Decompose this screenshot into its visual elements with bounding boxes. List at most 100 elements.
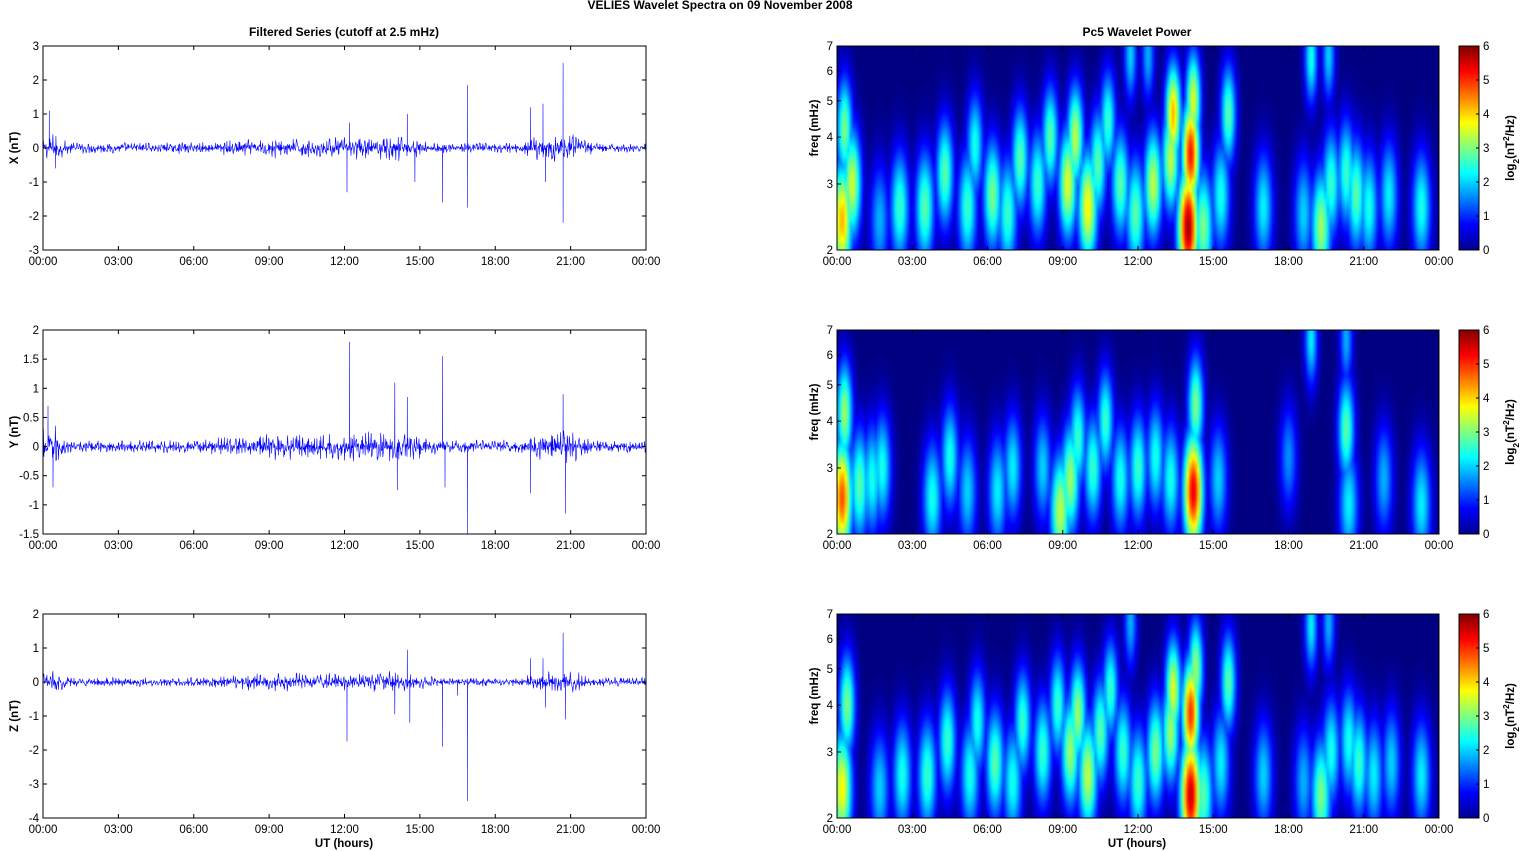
x-series-trace — [42, 62, 647, 223]
y-wavelet-xtick-label: 00:00 — [1425, 540, 1454, 552]
x-series-ytick-label: 0 — [33, 143, 39, 155]
x-wavelet-xtick-label: 00:00 — [823, 256, 852, 268]
y-wavelet-ytick-label: 7 — [827, 325, 833, 337]
y-wavelet-colorbar-tick-label: 1 — [1483, 495, 1489, 507]
x-wavelet-ytick-label: 6 — [827, 66, 833, 78]
x-wavelet-colorbar-tick-label: 1 — [1483, 211, 1489, 223]
y-wavelet-colorbar-tick-label: 2 — [1483, 461, 1489, 473]
y-wavelet-colorbar — [1459, 330, 1479, 534]
x-wavelet-ytick-label: 5 — [827, 96, 833, 108]
y-wavelet-power-panel: 2 3 4 5 6 7 00:00 03:00 06:00 09:00 12:00 15:00 18:0… — [809, 325, 1521, 552]
y-series-ytick-label: -1 — [29, 500, 39, 512]
x-series-xtick-label: 00:00 — [632, 256, 661, 268]
z-series-ytick-label: -1 — [29, 711, 39, 723]
left-x-axis-label: UT (hours) — [315, 838, 373, 850]
z-series-xtick-label: 15:00 — [405, 824, 434, 836]
y-wavelet-colorbar-tick-label: 3 — [1483, 427, 1489, 439]
y-series-ylabel: Y (nT) — [9, 416, 21, 449]
y-series-ytick-label: 0 — [33, 442, 39, 454]
z-filtered-series-panel: -4 -3 -2 -1 0 1 2 00:00 03:00 06:00 09:00 12:00 15:0… — [9, 609, 660, 836]
z-wavelet-xtick-label: 12:00 — [1124, 824, 1153, 836]
y-series-xtick-label: 15:00 — [405, 540, 434, 552]
z-wavelet-xtick-label: 06:00 — [973, 824, 1002, 836]
x-wavelet-colorbar-tick-label: 5 — [1483, 75, 1489, 87]
z-wavelet-colorbar — [1459, 614, 1479, 818]
y-wavelet-xtick-label: 12:00 — [1124, 540, 1153, 552]
y-wavelet-colorbar-tick-label: 5 — [1483, 359, 1489, 371]
x-series-ytick-label: -1 — [29, 177, 39, 189]
z-wavelet-colorbar-tick-label: 2 — [1483, 745, 1489, 757]
x-series-xtick-label: 18:00 — [481, 256, 510, 268]
z-series-plot-area — [43, 614, 646, 818]
y-wavelet-colorbar-tick-label: 6 — [1483, 325, 1489, 337]
y-series-xtick-label: 00:00 — [632, 540, 661, 552]
z-wavelet-ytick-label: 5 — [827, 664, 833, 676]
z-series-xtick-label: 12:00 — [330, 824, 359, 836]
y-series-xtick-label: 09:00 — [255, 540, 284, 552]
y-series-xtick-label: 06:00 — [179, 540, 208, 552]
z-series-xtick-label: 06:00 — [179, 824, 208, 836]
z-series-ytick-label: -3 — [29, 779, 39, 791]
left-column-title: Filtered Series (cutoff at 2.5 mHz) — [249, 25, 439, 39]
y-wavelet-xtick-label: 15:00 — [1199, 540, 1228, 552]
x-wavelet-power-panel: 2 3 4 5 6 7 00:00 03:00 06:00 09:00 12:00 15:00 18:0… — [809, 41, 1521, 268]
x-series-xtick-label: 09:00 — [255, 256, 284, 268]
x-series-xtick-label: 21:00 — [556, 256, 585, 268]
x-wavelet-xtick-label: 12:00 — [1124, 256, 1153, 268]
y-series-xtick-label: 03:00 — [104, 540, 133, 552]
x-wavelet-xtick-label: 09:00 — [1048, 256, 1077, 268]
x-wavelet-xtick-label: 03:00 — [898, 256, 927, 268]
z-series-xtick-label: 00:00 — [632, 824, 661, 836]
x-series-xtick-label: 12:00 — [330, 256, 359, 268]
y-series-trace — [42, 341, 647, 535]
x-series-xtick-label: 00:00 — [29, 256, 58, 268]
y-series-ytick-label: 1 — [33, 383, 39, 395]
z-series-ytick-label: 1 — [33, 643, 39, 655]
x-wavelet-colorbar-tick-label: 6 — [1483, 41, 1489, 53]
z-wavelet-ylabel: freq (mHz) — [809, 667, 821, 724]
z-series-ytick-label: 2 — [33, 609, 39, 621]
x-wavelet-xtick-label: 15:00 — [1199, 256, 1228, 268]
y-series-xtick-label: 12:00 — [330, 540, 359, 552]
x-series-ytick-label: 1 — [33, 109, 39, 121]
z-wavelet-power-panel: 2 3 4 5 6 7 00:00 03:00 06:00 09:00 12:00 15:00 18:0… — [809, 609, 1521, 836]
y-wavelet-ytick-label: 4 — [827, 416, 834, 428]
x-wavelet-xtick-label: 06:00 — [973, 256, 1002, 268]
z-series-ytick-label: -4 — [29, 813, 40, 825]
figure-title: VELIES Wavelet Spectra on 09 November 20… — [587, 0, 852, 12]
y-wavelet-ylabel: freq (mHz) — [809, 383, 821, 440]
x-series-ytick-label: -2 — [29, 211, 39, 223]
x-series-xtick-label: 03:00 — [104, 256, 133, 268]
y-wavelet-xtick-label: 21:00 — [1349, 540, 1378, 552]
y-wavelet-ytick-label: 2 — [827, 529, 833, 541]
z-wavelet-colorbar-tick-label: 4 — [1483, 677, 1490, 689]
z-wavelet-colorbar-tick-label: 6 — [1483, 609, 1489, 621]
x-wavelet-ytick-label: 2 — [827, 245, 833, 257]
x-series-ytick-label: -3 — [29, 245, 39, 257]
y-wavelet-xtick-label: 06:00 — [973, 540, 1002, 552]
x-wavelet-ytick-label: 7 — [827, 41, 833, 53]
y-wavelet-ytick-label: 6 — [827, 350, 833, 362]
x-wavelet-ytick-label: 4 — [827, 132, 834, 144]
x-wavelet-colorbar-tick-label: 2 — [1483, 177, 1489, 189]
z-wavelet-xtick-label: 03:00 — [898, 824, 927, 836]
y-series-xtick-label: 18:00 — [481, 540, 510, 552]
z-series-xtick-label: 03:00 — [104, 824, 133, 836]
y-series-ytick-label: -1.5 — [19, 529, 39, 541]
y-wavelet-power-image — [837, 330, 1439, 534]
z-wavelet-xtick-label: 00:00 — [823, 824, 852, 836]
y-wavelet-colorbar-tick-label: 0 — [1483, 529, 1489, 541]
z-wavelet-xtick-label: 09:00 — [1048, 824, 1077, 836]
z-series-ylabel: Z (nT) — [9, 700, 21, 732]
y-filtered-series-panel: -1.5 -1 -0.5 0 0.5 1 1.5 2 00:00 03:00 06:00 09:00 1… — [9, 325, 660, 552]
z-wavelet-colorbar-tick-label: 3 — [1483, 711, 1489, 723]
y-wavelet-colorbar-label: log2(nT2/Hz) — [1501, 399, 1521, 465]
y-series-ytick-label: 1.5 — [23, 354, 39, 366]
z-wavelet-xtick-label: 21:00 — [1349, 824, 1378, 836]
z-wavelet-xtick-label: 18:00 — [1274, 824, 1303, 836]
z-wavelet-colorbar-tick-label: 1 — [1483, 779, 1489, 791]
x-series-ytick-label: 3 — [33, 41, 39, 53]
y-series-ytick-label: 2 — [33, 325, 39, 337]
x-series-ytick-label: 2 — [33, 75, 39, 87]
